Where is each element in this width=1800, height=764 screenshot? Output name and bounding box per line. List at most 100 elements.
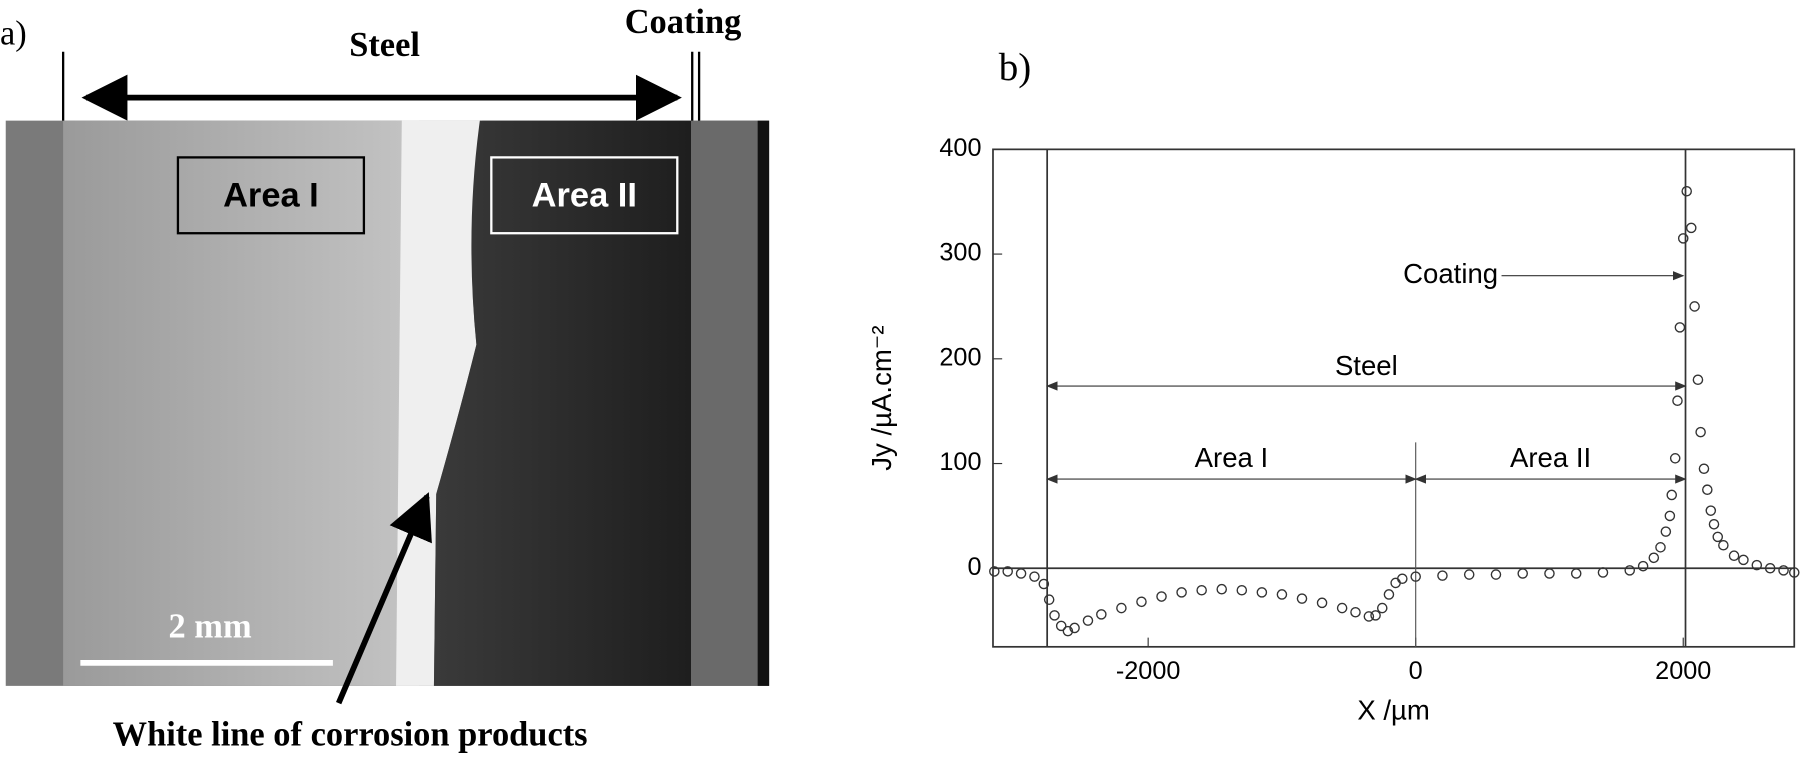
data-point — [1712, 531, 1724, 543]
data-point — [1136, 596, 1147, 608]
data-point — [1055, 620, 1067, 632]
data-point — [1544, 568, 1555, 579]
data-point — [1116, 602, 1127, 614]
area-box — [490, 156, 679, 235]
data-point — [1296, 593, 1308, 604]
panel-label: b) — [999, 46, 1032, 89]
area-label: Area I — [223, 177, 319, 215]
data-point — [1660, 526, 1672, 537]
data-point — [1370, 610, 1381, 621]
x-axis-label: X /µm — [1357, 695, 1429, 726]
caption: White line of corrosion products — [113, 715, 588, 753]
annotation: Area I — [1195, 442, 1268, 473]
panel-b: b) 0 100 200 300 400 -2000 0 2000 X /µm Jy /µA.cm… — [866, 46, 1800, 726]
data-point — [1410, 571, 1421, 582]
data-point — [1383, 589, 1395, 600]
y-tick-label: 0 — [967, 553, 981, 581]
x-tick-label: 2000 — [1655, 657, 1711, 685]
y-tick-label: 100 — [939, 448, 981, 476]
data-point — [1655, 542, 1666, 553]
data-point — [1677, 233, 1689, 244]
area-label: Area II — [532, 177, 637, 215]
data-point — [1597, 567, 1609, 578]
y-tick-label: 200 — [939, 343, 981, 371]
coating-region — [691, 120, 758, 686]
data-point — [1685, 222, 1697, 234]
data-point — [1015, 568, 1027, 579]
data-point — [1764, 562, 1776, 574]
data-point — [1176, 587, 1187, 598]
data-point — [1681, 185, 1692, 197]
data-point — [1216, 583, 1228, 595]
data-point — [1316, 597, 1328, 609]
panel-label: a) — [0, 15, 27, 53]
annotation: Area II — [1510, 442, 1591, 473]
data-point — [1664, 510, 1676, 522]
data-point — [1029, 571, 1040, 582]
y-tick-label: 400 — [939, 134, 981, 162]
data-point — [1624, 565, 1636, 576]
data-point — [1637, 560, 1649, 572]
data-point — [1705, 505, 1717, 516]
data-point — [1517, 568, 1528, 579]
data-point — [1156, 591, 1167, 602]
data-point — [1463, 569, 1475, 580]
data-point — [1666, 489, 1678, 501]
data-point — [1718, 539, 1729, 551]
data-point — [1692, 374, 1704, 386]
data-point — [1738, 554, 1749, 566]
data-point — [1376, 602, 1388, 614]
dark-region — [433, 120, 692, 686]
data-point — [1350, 606, 1361, 618]
data-point — [1669, 453, 1681, 464]
x-tick-label: -2000 — [1116, 657, 1181, 685]
y-axis-label: Jy /µA.cm⁻² — [866, 325, 897, 470]
data-point — [1437, 570, 1448, 581]
panel-a: a) Steel Coating Area I Area II 2 mm Whi… — [0, 3, 770, 753]
data-point — [1363, 611, 1375, 622]
data-point — [1096, 609, 1107, 620]
data-point — [1397, 573, 1408, 585]
data-point — [1336, 602, 1348, 614]
y-tick-label: 300 — [939, 239, 981, 267]
data-point — [989, 566, 1000, 577]
data-point — [1698, 463, 1710, 475]
data-point — [1276, 589, 1288, 600]
annotation: Steel — [1335, 350, 1398, 381]
data-point — [1570, 568, 1582, 579]
data-point — [1490, 569, 1502, 580]
steel-region — [63, 120, 420, 686]
data-point — [1196, 584, 1207, 596]
data-point — [1708, 518, 1720, 530]
steel-label: Steel — [349, 26, 420, 64]
data-point — [1038, 578, 1050, 590]
data-point — [1751, 559, 1763, 571]
data-point — [1672, 395, 1683, 406]
data-point — [1778, 565, 1789, 576]
data-point — [1689, 301, 1700, 312]
data-point — [1648, 552, 1660, 564]
annotation: Coating — [1403, 258, 1498, 289]
data-point — [1069, 622, 1080, 634]
coating-label: Coating — [625, 3, 742, 41]
data-point — [1788, 567, 1800, 578]
scale-label: 2 mm — [168, 607, 251, 645]
data-point — [1695, 426, 1706, 438]
x-tick-label: 0 — [1409, 657, 1423, 685]
data-point — [1728, 550, 1740, 561]
data-point — [1049, 610, 1060, 621]
plot-frame — [992, 148, 1796, 648]
area-box — [176, 156, 366, 235]
data-point — [1002, 566, 1013, 577]
data-point — [1674, 322, 1686, 333]
data-point — [1062, 625, 1074, 637]
data-point — [1256, 587, 1268, 598]
data-point — [1390, 577, 1401, 589]
data-point — [1082, 615, 1094, 626]
pointer-arrow — [336, 492, 432, 705]
corrosion-line — [396, 120, 483, 686]
data-point — [1043, 594, 1055, 605]
edge — [757, 120, 770, 686]
data-point — [1236, 584, 1248, 596]
